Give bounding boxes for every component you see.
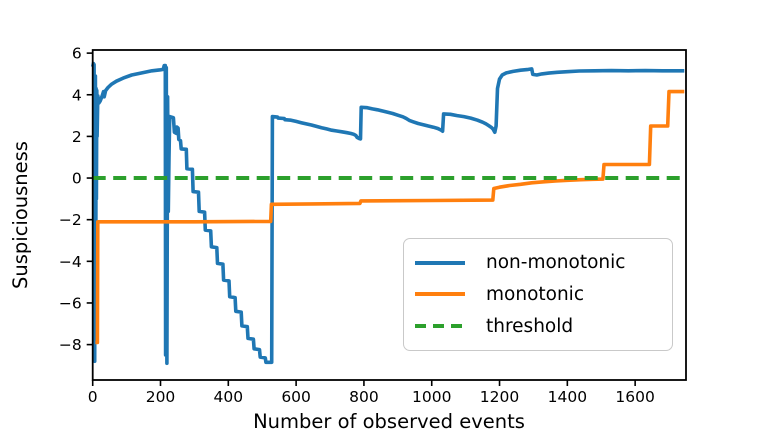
monotonic-line-sample-icon (415, 292, 465, 297)
tick-marks-and-labels: 0 200 400 600 800 1000 1200 1400 1600 6 4 2 0 −2 −4 −6 −… (59, 45, 655, 406)
series-line-non-monotonic (90, 61, 685, 366)
legend: non-monotonic monotonic threshold (403, 238, 673, 351)
legend-label: non-monotonic (486, 252, 626, 274)
x-tick-label: 0 (88, 388, 98, 406)
x-axis-label: Number of observed events (253, 410, 525, 433)
series-lines (90, 61, 686, 366)
non-monotonic-line-sample-icon (415, 260, 465, 265)
y-tick-label: −2 (59, 211, 82, 229)
x-tick-label: 600 (281, 388, 311, 406)
plot-border (91, 49, 687, 381)
y-tick-label: −8 (59, 336, 82, 354)
y-axis-label: Suspiciousness (9, 141, 32, 289)
legend-label: threshold (486, 315, 574, 337)
x-tick-label: 200 (146, 388, 176, 406)
y-tick-label: 6 (72, 45, 82, 63)
legend-item: non-monotonic (415, 252, 666, 273)
y-tick-label: 2 (72, 128, 82, 146)
x-tick-label: 1600 (615, 388, 654, 406)
y-tick-label: −6 (59, 294, 82, 312)
series-line-monotonic (95, 89, 685, 345)
x-tick-label: 1200 (480, 388, 519, 406)
y-tick-label: 4 (72, 86, 82, 104)
x-tick-label: 800 (349, 388, 379, 406)
x-tick-label: 1400 (548, 388, 587, 406)
threshold-line-sample-icon (415, 324, 465, 329)
y-tick-label: 0 (72, 170, 82, 188)
legend-item: threshold (415, 316, 666, 337)
legend-item: monotonic (415, 284, 666, 305)
legend-label: monotonic (486, 283, 584, 305)
y-tick-label: −4 (59, 253, 82, 271)
axes (91, 49, 687, 381)
x-tick-label: 1000 (412, 388, 451, 406)
x-tick-label: 400 (214, 388, 244, 406)
